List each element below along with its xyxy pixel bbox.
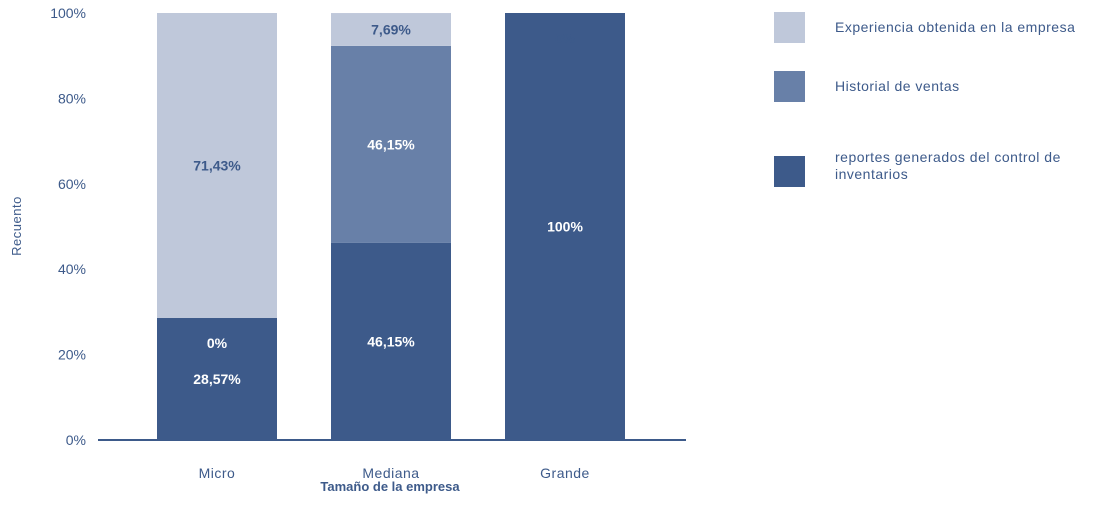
x-tick-label: Grande [540, 465, 590, 481]
x-tick-label: Micro [199, 465, 236, 481]
y-tick-label: 100% [50, 5, 86, 21]
bar-segment [157, 13, 277, 319]
legend-label: Experiencia obtenida en la empresa [835, 19, 1076, 35]
legend-label: Historial de ventas [835, 78, 960, 94]
legend-item-historial: Historial de ventas [774, 71, 1114, 102]
bar-segment [505, 13, 625, 440]
bars [157, 13, 625, 440]
legend-swatch [774, 156, 805, 187]
data-label: 7,69% [371, 21, 411, 37]
data-label: 28,57% [193, 371, 241, 387]
legend-swatch [774, 12, 805, 43]
data-label: 0% [555, 30, 576, 46]
x-tick-label: Mediana [362, 465, 419, 481]
y-tick-label: 20% [58, 347, 86, 363]
data-label: 46,15% [367, 333, 415, 349]
legend-swatch [774, 71, 805, 102]
y-axis-ticks: 0% 20% 40% 60% 80% 100% [50, 5, 86, 448]
bar-segment [157, 318, 277, 440]
legend: Experiencia obtenida en la empresa Histo… [774, 12, 1114, 187]
legend-item-experiencia: Experiencia obtenida en la empresa [774, 12, 1114, 43]
stacked-bar-chart: 0% 20% 40% 60% 80% 100% 28,57% 0% 71,43% 46,15% 4… [9, 5, 686, 494]
bar-segment [331, 13, 451, 46]
data-label: 0% [207, 335, 228, 351]
data-label: 100% [547, 219, 583, 235]
legend-item-reportes: reportes generados del control de invent… [774, 149, 1114, 187]
legend-label: reportes generados del control de invent… [835, 149, 1061, 182]
bar-segment [331, 242, 451, 440]
bar-segment [331, 45, 451, 243]
x-axis-categories: Micro Mediana Grande [199, 465, 590, 481]
y-tick-label: 80% [58, 90, 86, 106]
data-label: 71,43% [193, 158, 241, 174]
data-label: 46,15% [367, 136, 415, 152]
y-axis-title: Recuento [9, 196, 24, 256]
y-tick-label: 60% [58, 176, 86, 192]
data-labels: 28,57% 0% 71,43% 46,15% 46,15% 7,69% 100% 0% [193, 21, 583, 387]
y-tick-label: 40% [58, 261, 86, 277]
y-tick-label: 0% [66, 432, 86, 448]
x-axis-title: Tamaño de la empresa [320, 479, 460, 494]
